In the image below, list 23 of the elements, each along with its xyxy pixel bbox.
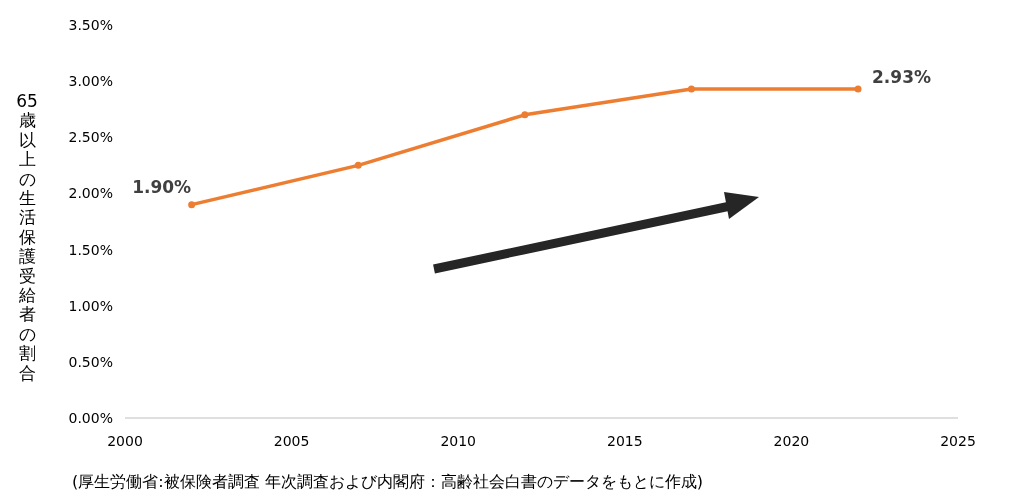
- x-tick-label: 2015: [606, 433, 643, 449]
- x-tick-label: 2025: [940, 433, 976, 449]
- x-tick-label: 2005: [273, 433, 310, 449]
- y-tick-label: 1.50%: [68, 241, 113, 258]
- y-tick-label: 2.50%: [68, 129, 113, 146]
- point: [687, 85, 695, 93]
- y-tick-label: 1.00%: [68, 297, 113, 314]
- x-tick-label: 2020: [773, 433, 810, 449]
- y-tick-label: 0.50%: [68, 353, 113, 370]
- y-tick-label: 0.00%: [68, 410, 113, 426]
- data-label: 2.93%: [872, 67, 932, 87]
- x-tick-label: 2010: [440, 433, 477, 449]
- x-tick-label: 2000: [107, 433, 143, 449]
- annotation: (厚生労働省:被保険者調査 年次調査および内閣府：高齢社会白書のデータをもとに作成): [72, 472, 703, 491]
- ylabel: 65歳以上の生活保護受給者の割合: [16, 91, 38, 383]
- point: [354, 161, 362, 169]
- point: [188, 201, 196, 209]
- y-tick-label: 2.00%: [68, 185, 113, 202]
- y-tick-label: 3.00%: [68, 73, 113, 90]
- point: [521, 111, 529, 119]
- point: [854, 85, 862, 93]
- y-tick-label: 3.50%: [68, 17, 113, 33]
- data-label: 1.90%: [132, 176, 192, 197]
